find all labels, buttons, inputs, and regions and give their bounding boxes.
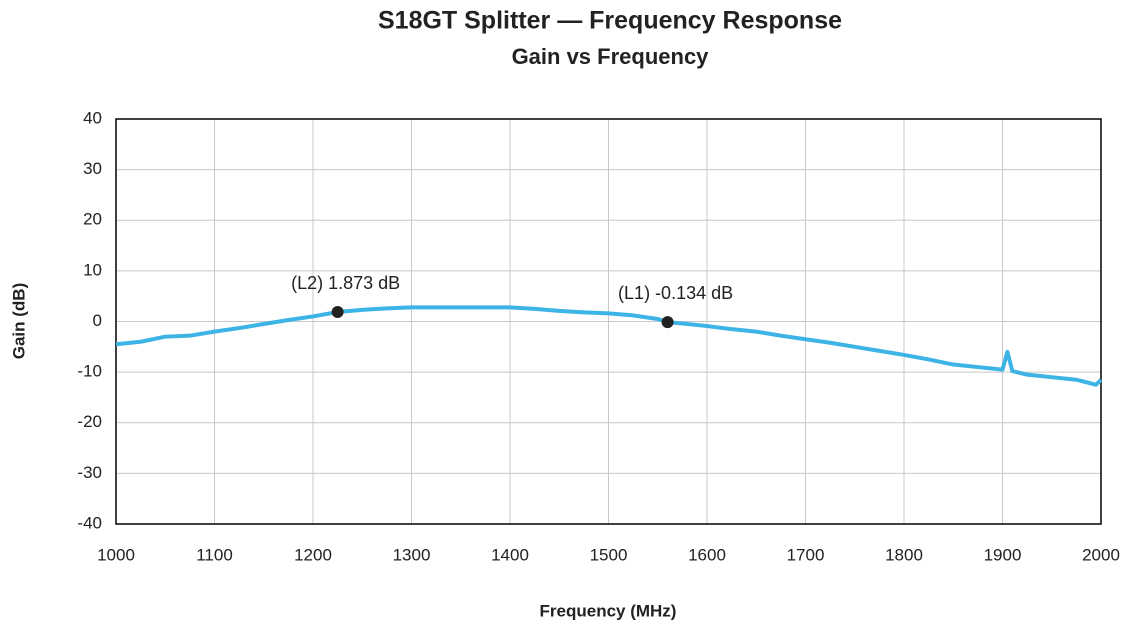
y-tick-label: 0 [93,311,102,330]
x-tick-label: 1800 [885,545,923,564]
x-tick-label: 1100 [196,545,233,564]
y-tick-label: 30 [83,159,102,178]
marker [331,306,344,319]
x-tick-label: 1400 [491,545,529,564]
plot-border [115,118,1102,525]
y-tick-label: -20 [77,412,102,431]
y-tick-label: -40 [77,513,102,532]
marker-label: (L2) 1.873 dB [291,273,400,293]
marker [661,316,674,329]
marker-label: (L1) -0.134 dB [618,283,733,303]
x-tick-label: 1000 [97,545,135,564]
x-tick-label: 1700 [787,545,825,564]
x-tick-label: 1200 [294,545,332,564]
x-tick-label: 1300 [393,545,431,564]
y-tick-label: 20 [83,210,102,229]
y-tick-label: -10 [77,362,102,381]
x-axis-label: Frequency (MHz) [540,601,677,620]
x-tick-label: 1900 [984,545,1022,564]
x-tick-label: 1500 [590,545,628,564]
x-tick-label: 2000 [1082,545,1120,564]
y-axis-label: Gain (dB) [9,283,28,360]
chart-title: S18GT Splitter — Frequency Response [378,7,842,35]
x-tick-label: 1600 [688,545,726,564]
y-tick-label: 40 [83,108,102,127]
y-tick-label: 10 [83,260,102,279]
chart-subtitle: Gain vs Frequency [512,44,710,69]
y-tick-label: -30 [77,463,102,482]
